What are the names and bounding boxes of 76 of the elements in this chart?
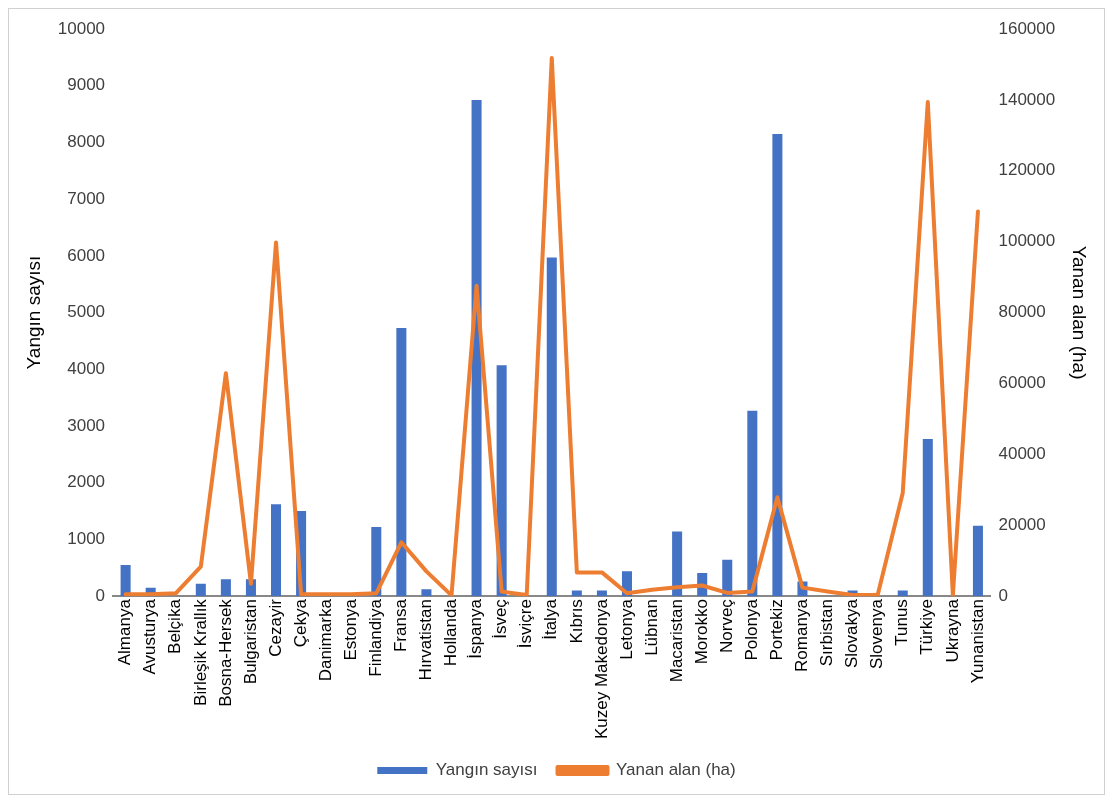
x-tick-label: Lübnan [641,599,661,656]
x-tick-label: İsveç [491,598,511,639]
bar [897,590,908,597]
x-tick-label: Polonya [742,598,762,661]
y-tick-label: 0 [95,585,106,605]
bar [596,590,607,597]
y2-tick-label: 100000 [998,231,1056,251]
x-tick-label: Letonya [616,598,636,660]
x-tick-label: Avusturya [140,598,160,675]
x-tick-label: Bulgaristan [240,599,260,685]
bar [396,327,407,597]
x-tick-label: Kuzey Makedonya [591,598,611,740]
x-tick-label: Türkiye [917,599,937,655]
x-tick-label: Macaristan [666,599,686,683]
x-tick-label: Estonya [340,598,360,661]
x-tick-label: Yunanistan [967,599,987,684]
bar [772,133,783,597]
y-tick-label: 8000 [67,132,106,152]
y-tick-label: 6000 [67,245,106,265]
x-tick-label: Portekiz [767,599,787,661]
x-tick-label: Norveç [716,598,736,653]
y2-tick-label: 40000 [998,444,1046,464]
x-tick-label: Cezayir [265,598,285,657]
bar [220,579,231,597]
x-tick-label: Slovakya [842,598,862,669]
y2-tick-label: 20000 [998,514,1046,534]
legend-label: Yanan alan (ha) [616,760,736,780]
y2-tick-label: 160000 [998,18,1056,38]
x-tick-label: Fransa [391,598,411,653]
bar [747,410,758,597]
x-tick-label: Slovenya [867,598,887,670]
bar [972,525,983,597]
x-tick-label: Bosna-Hersek [215,598,235,707]
x-tick-label: Kıbrıs [566,599,586,644]
x-tick-label: Sırbistan [817,599,837,667]
y2-tick-label: 80000 [998,302,1046,322]
y2-axis-title: Yanan alan (ha) [1069,245,1091,380]
y-tick-label: 1000 [67,529,106,549]
bar [371,526,382,597]
y-tick-label: 10000 [57,18,106,38]
x-tick-label: Romanya [792,598,812,672]
x-tick-label: Almanya [115,598,135,666]
x-tick-label: Çekya [290,598,310,648]
y-axis-title: Yangın sayısı [22,255,44,370]
bar [421,589,432,597]
bar [672,531,683,597]
x-tick-label: İsviçre [516,599,536,649]
y2-tick-label: 140000 [998,89,1056,109]
bar [271,504,282,597]
x-tick-label: Tunus [892,599,912,646]
x-tick-label: Belçika [165,598,185,654]
y2-tick-label: 120000 [998,160,1056,180]
x-tick-label: Birleşik Krallık [190,598,210,706]
bar [120,564,131,597]
y-tick-label: 2000 [67,472,106,492]
y-tick-label: 4000 [67,358,106,378]
x-tick-label: İtalya [541,598,561,640]
y-tick-label: 9000 [67,75,106,95]
bar [571,590,582,597]
y2-tick-label: 60000 [998,373,1046,393]
x-tick-label: Ukrayna [942,598,962,663]
x-tick-label: Finlandiya [365,598,385,677]
x-tick-label: Hollanda [441,598,461,667]
bar [922,439,933,597]
x-tick-label: Hırvatistan [416,599,436,681]
x-tick-label: Danimarka [315,598,335,682]
bar [195,583,206,597]
bar [471,99,482,597]
y-tick-label: 5000 [67,302,106,322]
bar [546,257,557,597]
x-tick-label: Morokko [691,599,711,665]
y-tick-label: 3000 [67,415,106,435]
x-tick-label: İspanya [466,598,486,659]
legend-label: Yangın sayısı [435,760,538,780]
y2-tick-label: 0 [998,585,1008,605]
y-tick-label: 7000 [67,188,106,208]
